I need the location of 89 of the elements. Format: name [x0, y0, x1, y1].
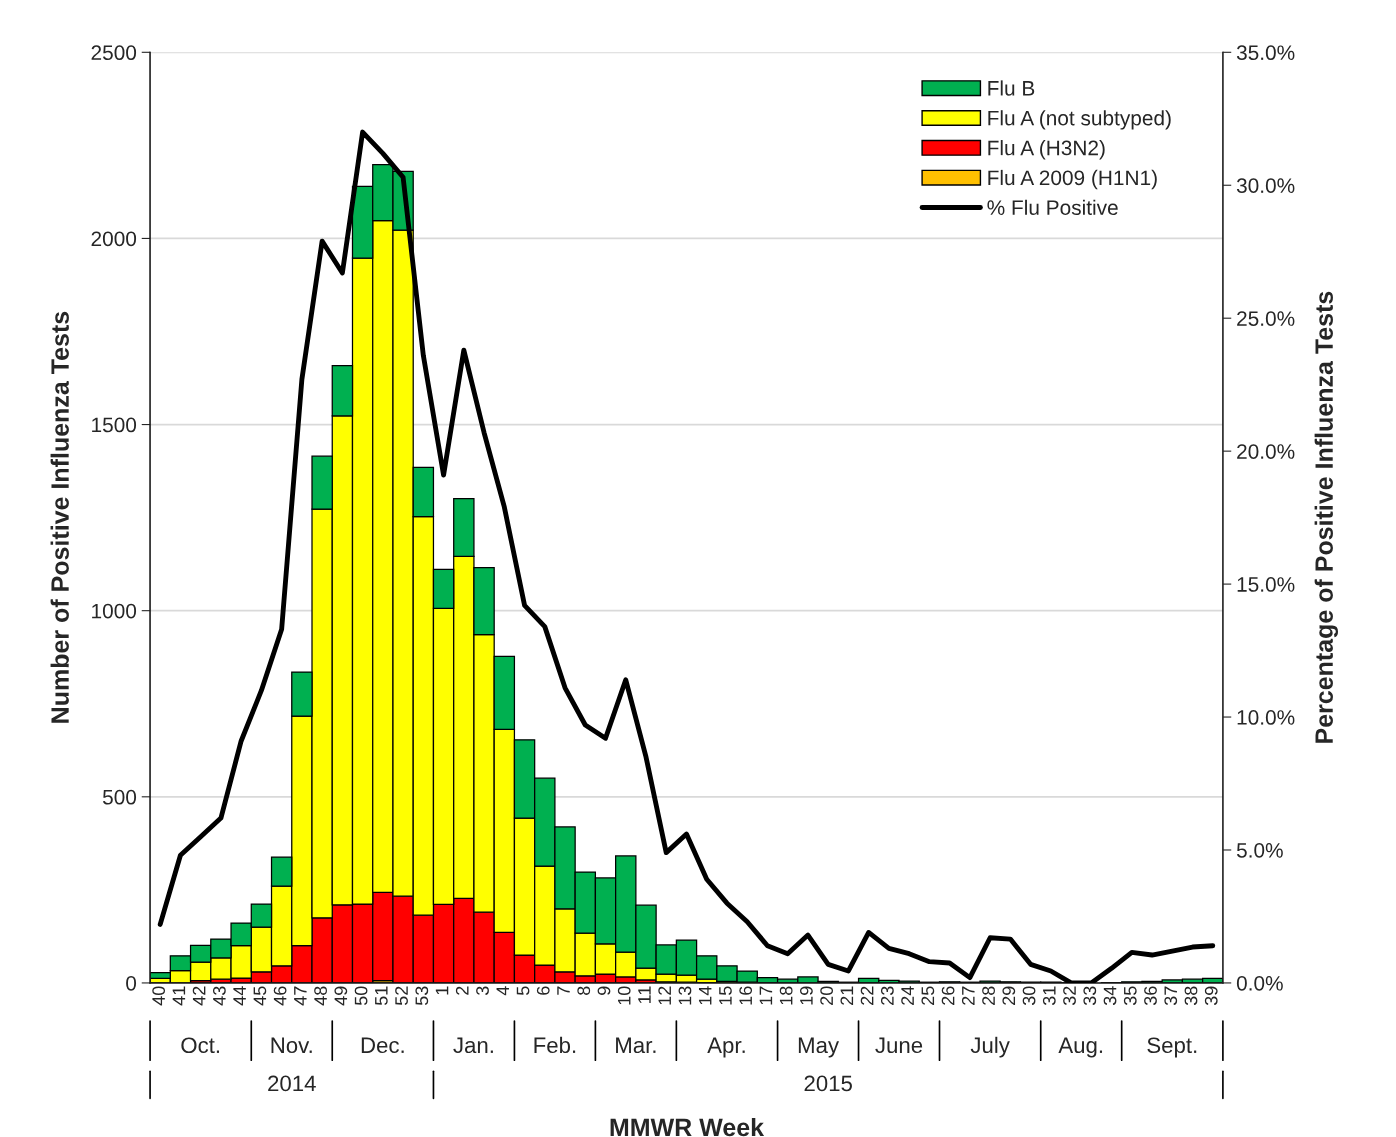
text: May: [798, 1037, 840, 1058]
x-tick-label: 1: [435, 986, 449, 995]
x-tick-label: 3: [476, 986, 489, 996]
y-tick-label: 1500: [92, 417, 137, 433]
y2-tick-label: 5.0%: [1236, 842, 1283, 858]
x-tick-label: 30: [1022, 986, 1036, 1006]
y-tick-label: 500: [102, 789, 137, 805]
x-tick-label: 40: [152, 986, 166, 1006]
x-tick-label: 18: [779, 986, 793, 1005]
x-tick-label: 41: [172, 986, 186, 1006]
x-tick-label: 33: [1083, 986, 1097, 1006]
y-tick-label: 1000: [92, 603, 137, 619]
text: Feb.: [534, 1036, 576, 1054]
x-tick-label: 49: [334, 986, 348, 1006]
x-tick-label: 45: [253, 986, 267, 1006]
x-tick-label: 29: [1002, 986, 1016, 1005]
x-tick-label: 42: [192, 986, 206, 1006]
text: 2014: [268, 1075, 316, 1092]
x-tick-label: 50: [354, 986, 368, 1006]
x-tick-label: 8: [577, 986, 591, 995]
x-tick-label: 44: [233, 986, 246, 1006]
y2-tick-label: 35.0%: [1236, 45, 1295, 61]
x-tick-label: 46: [273, 986, 287, 1006]
legend-label: % Flu Positive: [987, 199, 1118, 216]
legend-label: Flu A 2009 (H1N1): [988, 169, 1157, 190]
text: July: [970, 1036, 1010, 1058]
x-tick-label: 31: [1042, 986, 1056, 1006]
x-tick-label: 12: [658, 986, 671, 1005]
x-tick-label: 21: [840, 986, 854, 1005]
x-tick-label: 26: [941, 986, 955, 1005]
x-tick-label: 6: [536, 986, 550, 995]
y2-tick-label: 0.0%: [1236, 975, 1283, 991]
y2-tick-label: 25.0%: [1237, 311, 1295, 326]
x-axis-title: MMWR Week: [610, 1117, 765, 1137]
y2-tick-label: 30.0%: [1236, 178, 1295, 193]
x-tick-label: 27: [961, 986, 975, 1005]
x-tick-label: 36: [1144, 986, 1157, 1006]
text: Aug.: [1058, 1037, 1103, 1058]
x-tick-label: 25: [921, 986, 935, 1005]
text: June: [875, 1037, 923, 1054]
y2-tick-label: 20.0%: [1237, 444, 1295, 459]
text: Sept.: [1147, 1037, 1197, 1058]
x-tick-label: 23: [880, 986, 894, 1005]
x-tick-label: 15: [719, 986, 732, 1005]
x-tick-label: 47: [294, 986, 307, 1006]
x-tick-label: 32: [1063, 986, 1076, 1006]
x-tick-label: 7: [557, 986, 570, 995]
y-tick-label: 2500: [91, 45, 137, 61]
x-tick-label: 14: [698, 986, 712, 1005]
x-tick-label: 43: [212, 986, 226, 1006]
x-tick-label: 37: [1164, 986, 1178, 1006]
x-tick-label: 19: [800, 986, 813, 1005]
y2-tick-label: 10.0%: [1237, 710, 1295, 725]
x-tick-label: 11: [638, 986, 651, 1004]
x-tick-label: 48: [314, 986, 327, 1006]
x-tick-label: 34: [1103, 986, 1117, 1006]
text: Jan.: [453, 1037, 493, 1054]
text: Apr.: [707, 1037, 745, 1058]
x-tick-label: 9: [597, 986, 611, 995]
x-tick-label: 53: [415, 986, 429, 1006]
x-tick-label: 2: [455, 986, 469, 995]
y2-axis-title: Percentage of Positive Influenza Tests: [1314, 291, 1339, 743]
x-tick-label: 22: [860, 986, 874, 1005]
x-tick-label: 16: [739, 986, 753, 1005]
x-tick-label: 28: [982, 986, 995, 1005]
y-axis-title: Number of Positive Influenza Tests: [50, 311, 69, 723]
x-tick-label: 24: [901, 986, 914, 1005]
x-tick-label: 10: [617, 986, 631, 1005]
y-tick-label: 0: [126, 975, 137, 991]
x-tick-label: 52: [395, 986, 408, 1006]
x-tick-label: 20: [820, 986, 834, 1005]
y2-tick-label: 15.0%: [1237, 577, 1295, 592]
x-tick-label: 4: [496, 986, 509, 996]
x-tick-label: 35: [1123, 986, 1137, 1006]
text: Nov.: [271, 1037, 312, 1054]
text: Oct.: [181, 1037, 220, 1054]
legend-label: Flu A (not subtyped): [988, 110, 1171, 130]
x-tick-label: 5: [516, 986, 530, 996]
text: Dec.: [361, 1037, 404, 1054]
x-tick-label: 39: [1204, 986, 1218, 1006]
x-tick-label: 17: [759, 986, 773, 1005]
x-tick-label: 38: [1184, 986, 1198, 1006]
legend-label: Flu A (H3N2): [988, 140, 1105, 160]
y-tick-label: 2000: [91, 231, 137, 247]
x-tick-label: 13: [678, 986, 692, 1005]
text: Mar.: [616, 1037, 656, 1054]
text: 2015: [804, 1075, 852, 1092]
x-tick-label: 51: [375, 986, 388, 1006]
legend-label: Flu B: [988, 80, 1035, 96]
